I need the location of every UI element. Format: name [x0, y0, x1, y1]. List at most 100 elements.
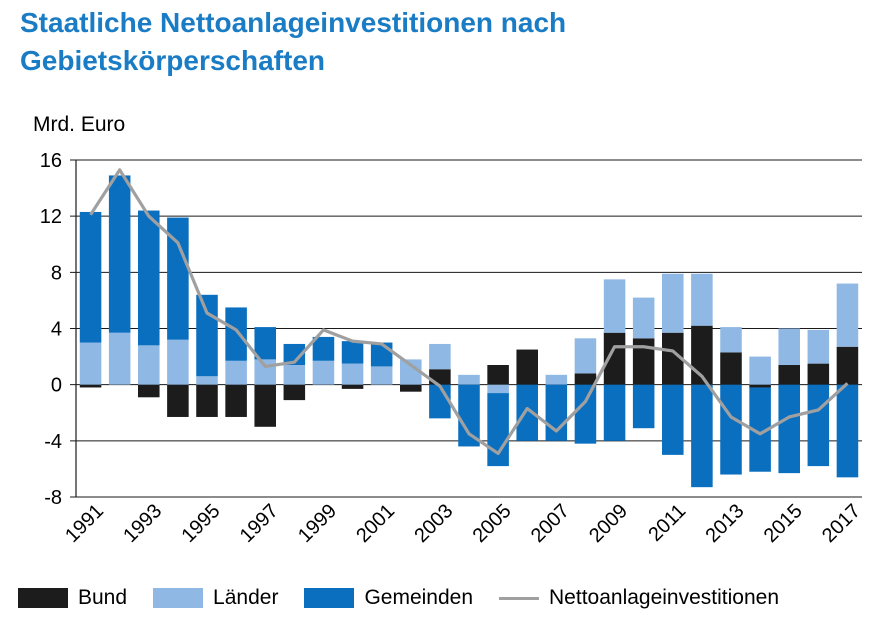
line-layer [89, 168, 849, 456]
bar-gemeinden-1996 [225, 307, 247, 361]
x-tick-label-2009: 2009 [585, 500, 632, 547]
bar-gemeinden-2010 [632, 384, 655, 429]
y-tick-label: -8 [44, 487, 62, 509]
y-tick-label: -4 [44, 431, 62, 453]
bar-bund-1993 [138, 384, 160, 398]
bar-bund-1996 [225, 384, 247, 417]
bar-gemeinden-1993 [138, 210, 160, 346]
x-tick-label-1991: 1991 [61, 500, 108, 547]
bar-gemeinden-1994 [167, 217, 189, 340]
legend-swatch-bund [18, 588, 68, 608]
bar-gemeinden-1992 [108, 175, 131, 333]
bar-gemeinden-2006 [516, 384, 538, 441]
x-tick-label-2001: 2001 [352, 500, 399, 547]
x-tick-label-2005: 2005 [469, 500, 516, 547]
bar-laender-2009 [603, 279, 626, 333]
chart-title: Staatliche Nettoanlageinvestitionen nach… [20, 4, 566, 80]
bar-laender-1999 [312, 360, 335, 385]
bar-laender-2008 [574, 338, 597, 374]
bar-gemeinden-2009 [603, 384, 626, 441]
line-nettoanlageinvestitionen [89, 168, 849, 456]
gridlines [70, 159, 862, 498]
bar-bund-2006 [516, 349, 538, 385]
bar-laender-1991 [79, 342, 102, 385]
bar-gemeinden-2015 [778, 384, 800, 474]
x-tick-label-2013: 2013 [702, 500, 749, 547]
bar-laender-1998 [283, 365, 306, 385]
bar-gemeinden-2008 [574, 384, 597, 444]
bar-laender-2001 [370, 366, 393, 385]
bar-laender-2010 [632, 297, 655, 339]
y-axis-unit-label: Mrd. Euro [33, 113, 126, 136]
legend: Bund Länder Gemeinden Nettoanlageinvesti… [18, 584, 805, 612]
x-tick-label-1995: 1995 [178, 500, 225, 547]
bar-gemeinden-2003 [429, 384, 451, 419]
bar-bund-2011 [662, 332, 684, 385]
legend-swatch-nettoanlageinvestitionen [499, 596, 540, 600]
legend-label-laender: Länder [213, 586, 279, 609]
y-tick-label: 8 [51, 262, 62, 284]
bar-laender-2017 [836, 283, 859, 347]
bar-bund-2017 [836, 346, 859, 385]
bar-laender-1992 [108, 332, 131, 385]
legend-label-bund: Bund [78, 586, 128, 609]
legend-item-gemeinden: Gemeinden [304, 586, 473, 610]
bar-bund-2010 [632, 338, 655, 385]
bar-gemeinden-2005 [487, 393, 509, 467]
x-tick-label-1993: 1993 [119, 500, 166, 547]
bar-bund-1995 [196, 384, 218, 417]
legend-item-bund: Bund [18, 586, 127, 610]
bar-laender-2013 [720, 327, 742, 353]
bar-bund-2016 [807, 363, 830, 385]
y-tick-label: 12 [40, 206, 62, 228]
bar-bund-2014 [749, 384, 771, 388]
bar-gemeinden-1999 [312, 336, 335, 361]
legend-item-laender: Länder [153, 586, 278, 610]
bar-laender-2015 [778, 328, 800, 366]
bar-bund-1991 [79, 384, 102, 388]
bar-gemeinden-2017 [836, 384, 859, 478]
chart-title-line-2: Gebietskörperschaften [20, 45, 325, 76]
bar-laender-1994 [167, 339, 189, 385]
bar-laender-2011 [662, 273, 684, 333]
bar-laender-2002 [400, 359, 422, 385]
y-tick-labels: 16 12 8 4 0 -4 -8 [40, 150, 62, 509]
bar-laender-2004 [458, 374, 480, 385]
bar-bund-2000 [341, 384, 364, 389]
legend-item-nettoanlageinvestitionen: Nettoanlageinvestitionen [499, 586, 779, 610]
bar-bund-2008 [574, 373, 597, 385]
x-tick-label-1997: 1997 [236, 500, 283, 547]
x-tick-label-1999: 1999 [294, 500, 341, 547]
bar-gemeinden-1995 [196, 294, 218, 377]
bar-gemeinden-2014 [749, 387, 771, 472]
bar-bund-1998 [283, 384, 306, 401]
y-tick-label: 0 [51, 375, 62, 397]
bar-bund-2013 [720, 352, 742, 385]
bar-gemeinden-1991 [79, 211, 102, 343]
legend-swatch-gemeinden [304, 588, 355, 608]
x-tick-label-2015: 2015 [760, 500, 807, 547]
bar-laender-1996 [225, 360, 247, 385]
bar-gemeinden-2004 [458, 384, 480, 447]
chart-title-line-1: Staatliche Nettoanlageinvestitionen nach [20, 7, 567, 38]
legend-swatch-laender [153, 588, 204, 608]
bar-laender-2007 [545, 374, 568, 385]
bar-gemeinden-2012 [691, 384, 713, 488]
bar-gemeinden-1997 [254, 327, 276, 360]
bar-laender-1997 [254, 359, 276, 385]
bar-bund-2015 [778, 365, 800, 385]
y-tick-label: 4 [51, 319, 62, 341]
bar-laender-1993 [138, 345, 160, 385]
bar-bund-1997 [254, 384, 276, 427]
y-tick-label: 16 [40, 150, 62, 172]
bar-laender-2005 [487, 384, 509, 394]
bar-laender-2012 [691, 273, 713, 326]
bar-bund-2005 [487, 365, 509, 385]
legend-label-gemeinden: Gemeinden [364, 586, 474, 609]
bar-gemeinden-2011 [662, 384, 684, 455]
bar-laender-2000 [341, 363, 364, 385]
bar-bund-2002 [400, 384, 422, 392]
bars-layer [79, 175, 859, 488]
legend-label-nettoanlageinvestitionen: Nettoanlageinvestitionen [549, 586, 780, 609]
